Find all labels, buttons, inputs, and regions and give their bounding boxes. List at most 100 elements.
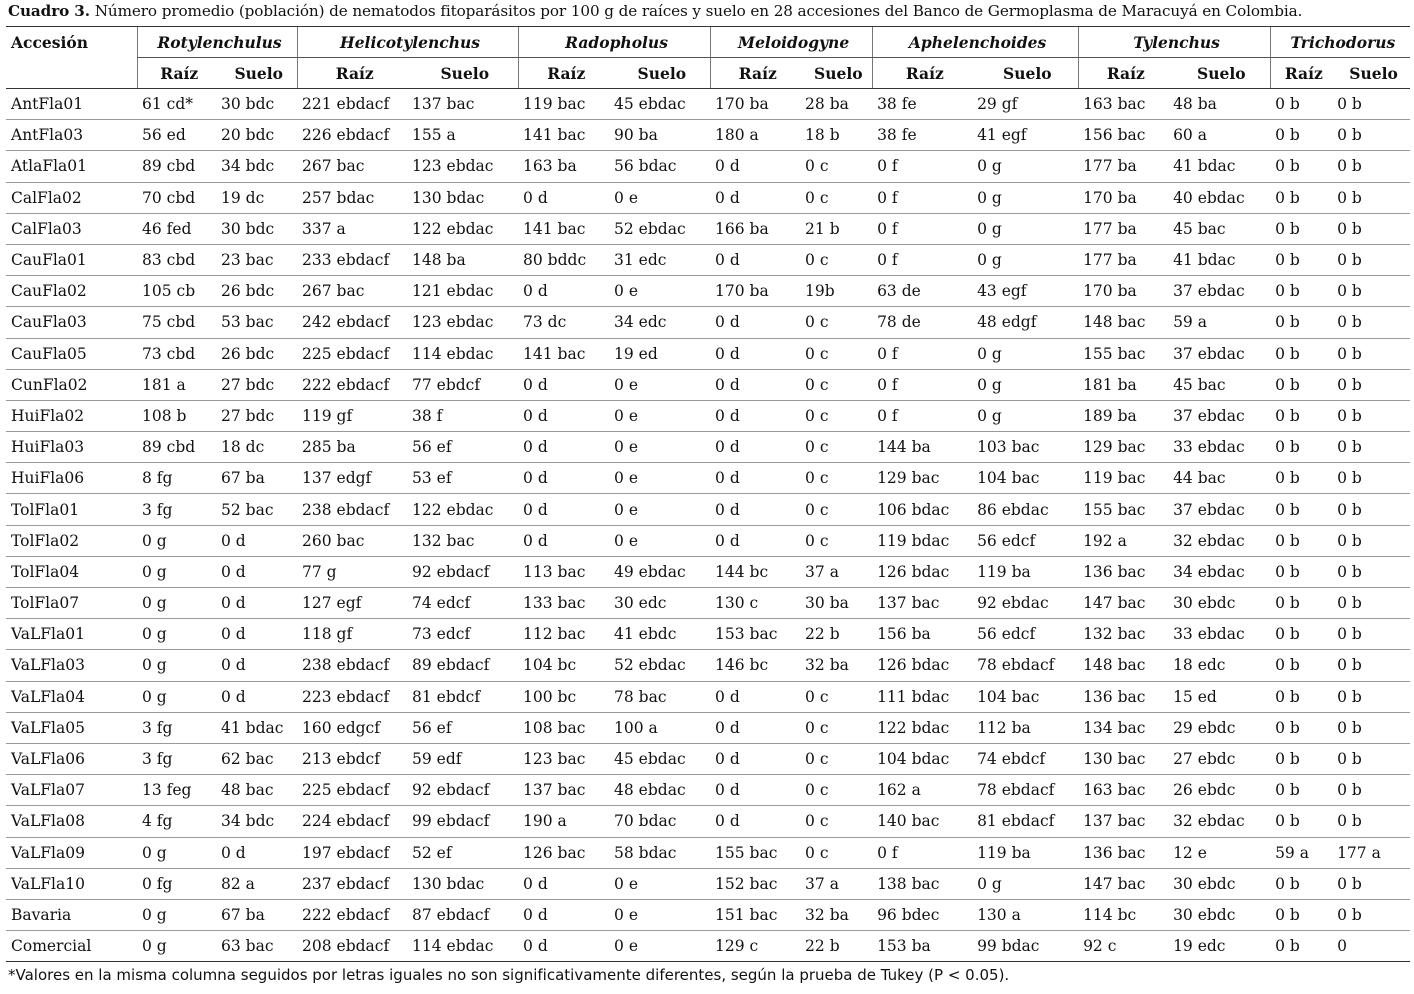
value-cell: 23 bac	[216, 244, 298, 277]
genus-header: Trichodorus	[1269, 26, 1411, 58]
value-cell: 3 fg	[137, 493, 216, 526]
value-cell: 103 bac	[972, 431, 1079, 464]
table-row: TolFla01 3 fg 52 bac 238 ebdacf 122 ebdac 0 d…	[6, 493, 1411, 526]
value-cell: 140 bac	[872, 805, 973, 838]
subheader: Raíz	[296, 57, 408, 89]
value-cell: 99 ebdacf	[407, 805, 519, 838]
value-cell: 59 a	[1168, 306, 1271, 339]
value-cell: 0 d	[518, 275, 610, 308]
accession-cell: HuiFla06	[6, 462, 137, 495]
value-cell: 151 bac	[710, 899, 801, 932]
value-cell: 127 egf	[297, 587, 408, 620]
value-cell: 73 dc	[518, 306, 610, 339]
value-cell: 0 c	[800, 244, 873, 277]
value-cell: 90 ba	[609, 119, 711, 152]
table-row: VaLFla08 4 fg 34 bdc 224 ebdacf 99 ebdacf 190…	[6, 805, 1411, 838]
value-cell: 112 ba	[972, 712, 1079, 744]
value-cell: 0 b	[1332, 306, 1411, 339]
caption-label: Cuadro 3.	[8, 2, 90, 20]
value-cell: 170 ba	[710, 88, 801, 121]
value-cell: 63 bac	[216, 930, 298, 963]
value-cell: 0 e	[609, 431, 711, 464]
value-cell: 144 bc	[710, 556, 801, 589]
value-cell: 89 ebdacf	[407, 649, 519, 682]
value-cell: 163 bac	[1078, 88, 1169, 121]
value-cell: 0 d	[518, 182, 610, 214]
value-cell: 137 bac	[518, 774, 610, 807]
accession-cell: VaLFla05	[6, 712, 137, 744]
value-cell: 0 b	[1332, 88, 1411, 121]
value-cell: 44 bac	[1168, 462, 1271, 495]
value-cell: 0 d	[216, 649, 298, 682]
value-cell: 155 bac	[710, 837, 801, 869]
value-cell: 0 c	[800, 712, 873, 744]
genus-header: Rotylenchulus	[136, 26, 298, 58]
value-cell: 0 b	[1270, 587, 1333, 620]
value-cell: 223 ebdacf	[297, 681, 408, 713]
value-cell: 0 d	[216, 556, 298, 589]
value-cell: 18 edc	[1168, 649, 1271, 682]
subheader: Suelo	[1168, 57, 1271, 89]
value-cell: 43 egf	[972, 275, 1079, 308]
accession-cell: TolFla01	[6, 493, 137, 526]
value-cell: 78 bac	[609, 681, 711, 713]
value-cell: 0 b	[1270, 338, 1333, 370]
value-cell: 0 g	[972, 182, 1079, 214]
value-cell: 0 e	[609, 493, 711, 526]
value-cell: 0 c	[800, 150, 873, 183]
value-cell: 208 ebdacf	[297, 930, 408, 963]
value-cell: 0 b	[1270, 119, 1333, 152]
value-cell: 126 bdac	[872, 649, 973, 682]
value-cell: 132 bac	[407, 525, 519, 557]
value-cell: 0 c	[800, 182, 873, 214]
value-cell: 74 ebdcf	[972, 743, 1079, 776]
table-row: CauFla01 83 cbd 23 bac 233 ebdacf 148 ba 80 b…	[6, 244, 1411, 277]
table-row: CauFla03 75 cbd 53 bac 242 ebdacf 123 ebdac 7…	[6, 306, 1411, 339]
value-cell: 0 d	[216, 525, 298, 557]
genus-header: Radopholus	[517, 26, 711, 58]
value-cell: 0 d	[710, 150, 801, 183]
genus-header: Aphelenchoides	[871, 26, 1079, 58]
value-cell: 104 bc	[518, 649, 610, 682]
value-cell: 114 ebdac	[407, 930, 519, 963]
value-cell: 0 e	[609, 182, 711, 214]
value-cell: 0 d	[518, 431, 610, 464]
value-cell: 0 e	[609, 525, 711, 557]
value-cell: 56 edcf	[972, 618, 1079, 651]
value-cell: 78 de	[872, 306, 973, 339]
accession-cell: VaLFla01	[6, 618, 137, 651]
value-cell: 0 d	[710, 182, 801, 214]
value-cell: 146 bc	[710, 649, 801, 682]
value-cell: 0 g	[137, 618, 216, 651]
value-cell: 29 gf	[972, 88, 1079, 121]
value-cell: 0 f	[872, 837, 973, 869]
value-cell: 121 ebdac	[407, 275, 519, 308]
accession-cell: TolFla02	[6, 525, 137, 557]
value-cell: 238 ebdacf	[297, 649, 408, 682]
value-cell: 86 ebdac	[972, 493, 1079, 526]
subheader: Raíz	[517, 57, 610, 89]
value-cell: 32 ba	[800, 899, 873, 932]
value-cell: 30 ebdc	[1168, 587, 1271, 620]
value-cell: 52 ebdac	[609, 213, 711, 245]
value-cell: 0 b	[1332, 400, 1411, 433]
accession-cell: CauFla03	[6, 306, 137, 339]
value-cell: 0 e	[609, 462, 711, 495]
value-cell: 0 b	[1332, 119, 1411, 152]
value-cell: 96 bdec	[872, 899, 973, 932]
value-cell: 38 fe	[872, 119, 973, 152]
value-cell: 190 a	[518, 805, 610, 838]
value-cell: 138 bac	[872, 868, 973, 900]
value-cell: 0 d	[216, 681, 298, 713]
value-cell: 0 f	[872, 182, 973, 214]
subheader: Raíz	[871, 57, 973, 89]
value-cell: 136 bac	[1078, 681, 1169, 713]
value-cell: 0 g	[137, 837, 216, 869]
value-cell: 29 ebdc	[1168, 712, 1271, 744]
value-cell: 0	[1332, 930, 1411, 963]
value-cell: 19b	[800, 275, 873, 308]
